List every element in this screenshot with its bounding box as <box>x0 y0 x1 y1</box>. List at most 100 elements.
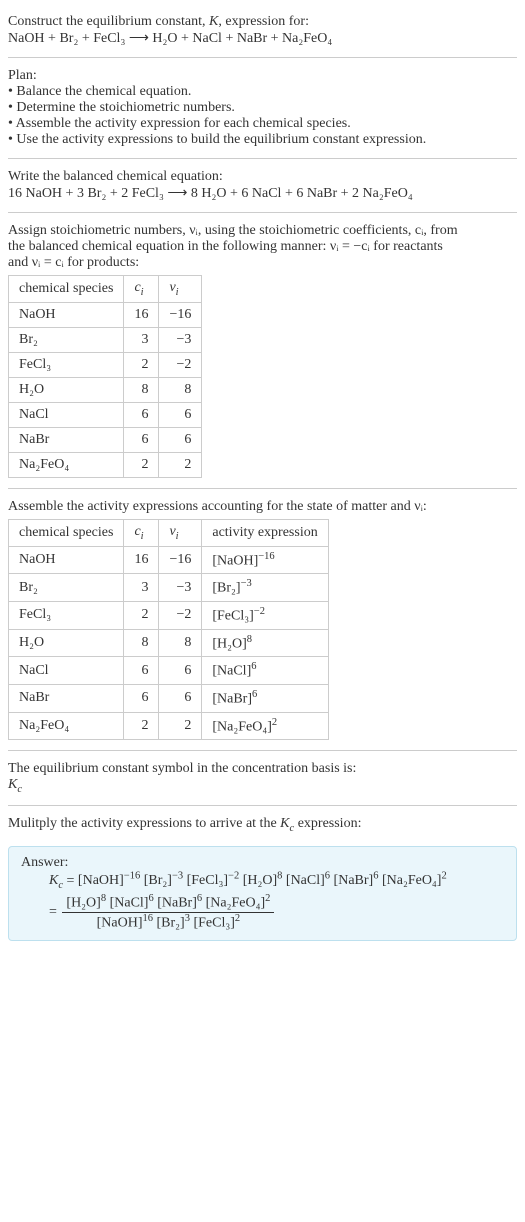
col-ci: ci <box>124 519 159 546</box>
cell-species: NaOH <box>9 546 124 574</box>
cell-ci: 2 <box>124 601 159 629</box>
table-header-row: chemical species ci νi activity expressi… <box>9 519 329 546</box>
cell-ci: 8 <box>124 629 159 657</box>
col-ci: ci <box>124 276 159 303</box>
kc-symbol: Kc <box>8 777 517 795</box>
multiply-intro: Mulitply the activity expressions to arr… <box>8 816 517 834</box>
cell-vi: −2 <box>159 601 202 629</box>
table-row: H₂O88 <box>9 377 202 402</box>
kc-symbol-intro: The equilibrium constant symbol in the c… <box>8 761 517 777</box>
cell-vi: 6 <box>159 657 202 685</box>
cell-species: NaCl <box>9 657 124 685</box>
cell-species: FeCl₃ <box>9 601 124 629</box>
cell-vi: 6 <box>159 427 202 452</box>
cell-ci: 6 <box>124 427 159 452</box>
plan-item: • Balance the chemical equation. <box>8 84 517 100</box>
cell-ci: 6 <box>124 684 159 712</box>
cell-species: Br₂ <box>9 574 124 602</box>
cell-expr: [NaCl]6 <box>202 657 328 685</box>
cell-expr: [Br₂]−3 <box>202 574 328 602</box>
col-vi: νi <box>159 276 202 303</box>
cell-vi: −16 <box>159 546 202 574</box>
table-row: NaCl66[NaCl]6 <box>9 657 329 685</box>
cell-expr: [Na₂FeO₄]2 <box>202 712 328 740</box>
divider <box>8 212 517 213</box>
cell-expr: [FeCl₃]−2 <box>202 601 328 629</box>
divider <box>8 488 517 489</box>
cell-species: NaBr <box>9 684 124 712</box>
plan-item: • Determine the stoichiometric numbers. <box>8 100 517 116</box>
answer-label: Answer: <box>21 855 504 871</box>
header-line1: Construct the equilibrium constant, K, e… <box>8 14 517 30</box>
cell-vi: 6 <box>159 402 202 427</box>
table-row: H₂O88[H₂O]8 <box>9 629 329 657</box>
cell-ci: 3 <box>124 574 159 602</box>
stoich-intro: Assign stoichiometric numbers, νᵢ, using… <box>8 223 517 271</box>
table-row: NaOH16−16[NaOH]−16 <box>9 546 329 574</box>
cell-ci: 2 <box>124 712 159 740</box>
divider <box>8 158 517 159</box>
cell-species: Na₂FeO₄ <box>9 452 124 477</box>
activity-table: chemical species ci νi activity expressi… <box>8 519 329 740</box>
cell-ci: 16 <box>124 546 159 574</box>
cell-ci: 2 <box>124 452 159 477</box>
table-row: NaOH16−16 <box>9 302 202 327</box>
col-vi: νi <box>159 519 202 546</box>
cell-vi: −16 <box>159 302 202 327</box>
col-expr: activity expression <box>202 519 328 546</box>
cell-species: NaCl <box>9 402 124 427</box>
plan-title: Plan: <box>8 68 517 84</box>
table-row: Na₂FeO₄22[Na₂FeO₄]2 <box>9 712 329 740</box>
cell-ci: 16 <box>124 302 159 327</box>
cell-ci: 6 <box>124 402 159 427</box>
cell-species: H₂O <box>9 377 124 402</box>
cell-species: NaBr <box>9 427 124 452</box>
table-row: Br₂3−3 <box>9 327 202 352</box>
cell-vi: 2 <box>159 452 202 477</box>
balanced-intro: Write the balanced chemical equation: <box>8 169 517 185</box>
balanced-section: Write the balanced chemical equation: 16… <box>8 163 517 208</box>
header-section: Construct the equilibrium constant, K, e… <box>8 8 517 53</box>
cell-vi: −2 <box>159 352 202 377</box>
plan-section: Plan: • Balance the chemical equation. •… <box>8 62 517 154</box>
cell-ci: 3 <box>124 327 159 352</box>
cell-species: NaOH <box>9 302 124 327</box>
divider <box>8 750 517 751</box>
cell-species: Br₂ <box>9 327 124 352</box>
activity-intro: Assemble the activity expressions accoun… <box>8 499 517 515</box>
cell-species: FeCl₃ <box>9 352 124 377</box>
cell-expr: [NaOH]−16 <box>202 546 328 574</box>
stoich-section: Assign stoichiometric numbers, νᵢ, using… <box>8 217 517 484</box>
cell-expr: [NaBr]6 <box>202 684 328 712</box>
table-row: Br₂3−3[Br₂]−3 <box>9 574 329 602</box>
answer-line1: Kc = [NaOH]−16 [Br₂]−3 [FeCl₃]−2 [H₂O]8 … <box>49 871 504 891</box>
cell-vi: 2 <box>159 712 202 740</box>
cell-vi: 8 <box>159 377 202 402</box>
col-species: chemical species <box>9 519 124 546</box>
table-row: Na₂FeO₄22 <box>9 452 202 477</box>
multiply-section: Mulitply the activity expressions to arr… <box>8 810 517 840</box>
answer-line2: = [H₂O]8 [NaCl]6 [NaBr]6 [Na₂FeO₄]2[NaOH… <box>49 893 504 931</box>
col-species: chemical species <box>9 276 124 303</box>
cell-vi: 8 <box>159 629 202 657</box>
cell-ci: 6 <box>124 657 159 685</box>
divider <box>8 57 517 58</box>
activity-section: Assemble the activity expressions accoun… <box>8 493 517 746</box>
cell-vi: −3 <box>159 327 202 352</box>
table-row: NaBr66[NaBr]6 <box>9 684 329 712</box>
answer-box: Answer: Kc = [NaOH]−16 [Br₂]−3 [FeCl₃]−2… <box>8 846 517 941</box>
table-row: NaBr66 <box>9 427 202 452</box>
table-row: FeCl₃2−2[FeCl₃]−2 <box>9 601 329 629</box>
cell-vi: 6 <box>159 684 202 712</box>
cell-vi: −3 <box>159 574 202 602</box>
cell-species: Na₂FeO₄ <box>9 712 124 740</box>
cell-ci: 8 <box>124 377 159 402</box>
table-row: NaCl66 <box>9 402 202 427</box>
kc-symbol-section: The equilibrium constant symbol in the c… <box>8 755 517 801</box>
stoich-table: chemical species ci νi NaOH16−16Br₂3−3Fe… <box>8 275 202 478</box>
table-header-row: chemical species ci νi <box>9 276 202 303</box>
cell-species: H₂O <box>9 629 124 657</box>
divider <box>8 805 517 806</box>
cell-ci: 2 <box>124 352 159 377</box>
plan-item: • Assemble the activity expression for e… <box>8 116 517 132</box>
